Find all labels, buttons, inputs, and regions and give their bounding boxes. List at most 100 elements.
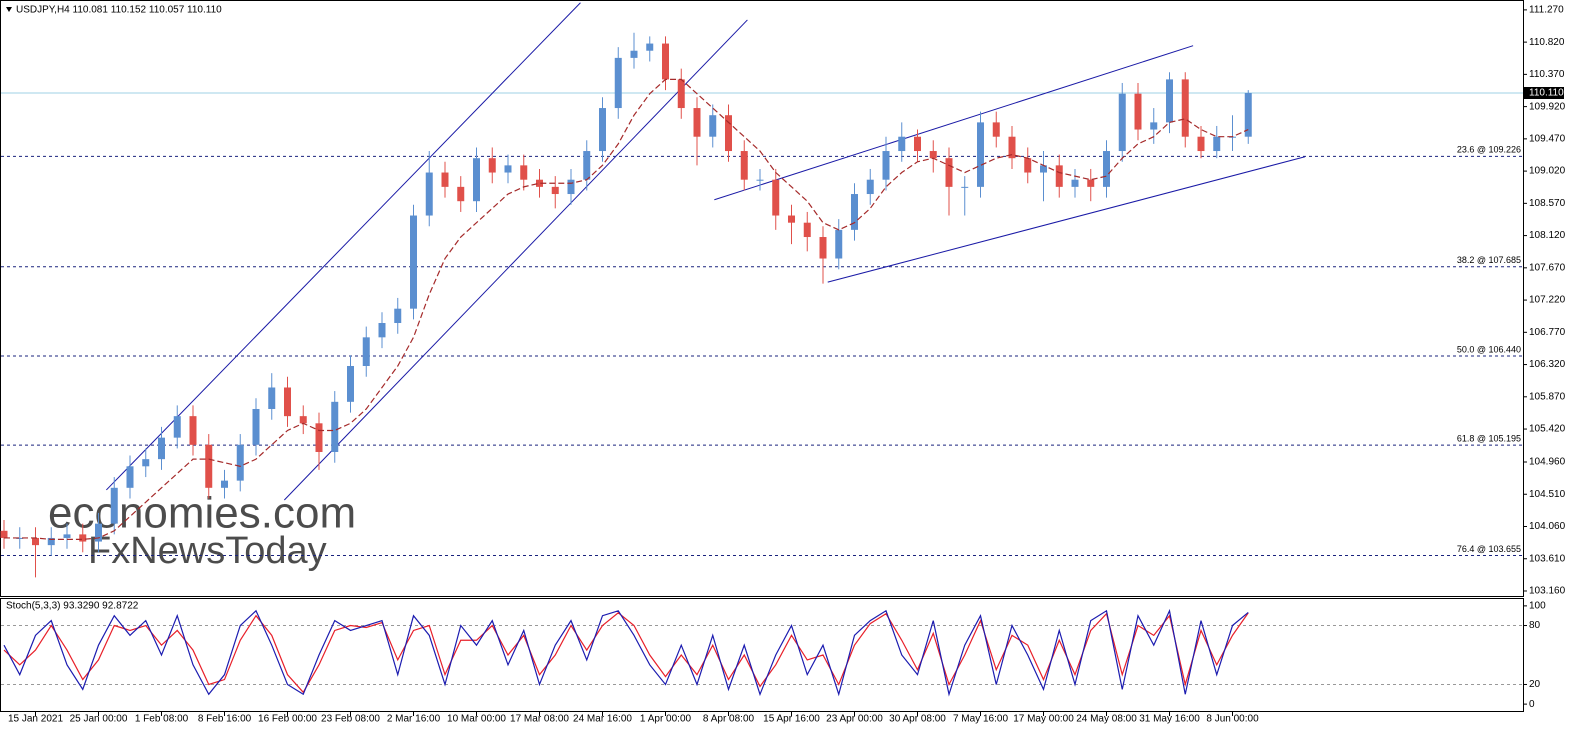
y-tick-label: 80 [1529, 620, 1541, 631]
y-tick-label: 100 [1529, 601, 1546, 612]
x-tick-label: 23 Feb 08:00 [321, 714, 380, 725]
candle-body [803, 222, 811, 238]
candle-body [929, 151, 937, 159]
candle-body [551, 186, 559, 195]
candle-body [740, 151, 748, 180]
candle-body [520, 165, 528, 180]
candle-body [1213, 136, 1221, 152]
candle-body [205, 444, 213, 488]
y-tick-label: 103.610 [1529, 553, 1566, 564]
candle-body [882, 151, 890, 180]
candle-body [599, 108, 606, 152]
x-tick-label: 31 May 16:00 [1139, 714, 1200, 725]
x-tick-label: 7 May 16:00 [953, 714, 1008, 725]
x-tick-label: 15 Apr 16:00 [763, 714, 820, 725]
fib-label: 23.6 @ 109.226 [1457, 145, 1521, 155]
x-tick-label: 17 Mar 08:00 [510, 714, 569, 725]
candle-body [1150, 122, 1158, 130]
candle-body [221, 480, 228, 488]
y-tick-label: 110.820 [1529, 37, 1565, 48]
candle-body [567, 179, 575, 195]
y-tick-label: 108.120 [1529, 230, 1566, 241]
stoch-line [3, 608, 1249, 697]
candle-body [236, 444, 244, 481]
last-price-label: 110.110 [1529, 88, 1564, 99]
x-tick-label: 2 Mar 16:00 [387, 714, 441, 725]
fib-label: 50.0 @ 106.440 [1457, 344, 1521, 354]
candle-body [662, 43, 669, 80]
candle-body [362, 337, 370, 366]
candle-body [331, 401, 339, 452]
candle-body [1118, 93, 1126, 152]
candle-body [1103, 151, 1110, 187]
y-tick-label: 105.870 [1529, 391, 1566, 402]
candle-body [630, 50, 638, 58]
fib-label: 76.4 @ 103.655 [1457, 544, 1521, 554]
fib-label: 61.8 @ 105.195 [1457, 434, 1521, 444]
y-tick-label: 104.510 [1529, 489, 1566, 500]
candle-body [961, 186, 969, 188]
candle-body [536, 179, 543, 187]
candle-body [488, 158, 496, 173]
candle-body [126, 466, 134, 488]
y-tick-label: 107.670 [1529, 262, 1566, 273]
trendline [106, 2, 581, 491]
candle-body [1024, 158, 1032, 173]
y-tick-label: 106.770 [1529, 327, 1566, 338]
candle-body [772, 179, 780, 216]
candle-body [725, 115, 732, 152]
candle-body [473, 158, 480, 202]
y-tick-label: 109.470 [1529, 133, 1566, 144]
x-tick-label: 8 Apr 08:00 [703, 714, 755, 725]
main-pane [0, 0, 1524, 597]
trendline [827, 156, 1306, 283]
y-tick-label: 104.960 [1529, 457, 1566, 468]
y-tick-label: 106.320 [1529, 359, 1566, 370]
x-tick-label: 24 Mar 16:00 [573, 714, 632, 725]
candle-body [819, 237, 827, 259]
candle-body [914, 136, 921, 152]
y-tick-label: 104.060 [1529, 521, 1566, 532]
candle-body [425, 172, 433, 216]
last-price-box [1524, 86, 1564, 99]
x-tick-label: 30 Apr 08:00 [889, 714, 946, 725]
candle-body [898, 136, 906, 152]
candle-body [16, 537, 24, 539]
moving-average [4, 78, 1249, 540]
x-tick-label: 1 Feb 08:00 [135, 714, 189, 725]
y-tick-label: 103.160 [1529, 586, 1566, 597]
candle-body [79, 534, 87, 542]
candle-body [410, 215, 417, 309]
candle-body [268, 387, 276, 409]
candle-body [677, 79, 685, 109]
x-tick-label: 23 Apr 00:00 [826, 714, 883, 725]
candle-body [504, 165, 512, 173]
y-tick-label: 111.270 [1529, 5, 1564, 16]
candle-body [945, 158, 953, 187]
candle-body [63, 534, 71, 538]
candle-body [284, 387, 291, 417]
candle-body [693, 108, 701, 137]
candle-body [583, 151, 591, 180]
stoch-pane [0, 598, 1524, 712]
candle-body [441, 172, 449, 187]
x-tick-label: 8 Feb 16:00 [198, 714, 252, 725]
candle-body [1134, 93, 1142, 130]
fib-label: 38.2 @ 107.685 [1457, 255, 1521, 265]
candle-body [394, 308, 402, 324]
candle-body [158, 437, 165, 460]
y-tick-label: 109.920 [1529, 101, 1566, 112]
stoch-title: Stoch(5,3,3) 93.3290 92.8722 [6, 601, 139, 612]
candle-body [992, 122, 1000, 137]
x-tick-label: 17 May 00:00 [1013, 714, 1074, 725]
stoch-line [3, 611, 1249, 694]
candle-body [614, 57, 622, 109]
candle-body [315, 423, 323, 452]
candle-body [646, 43, 654, 51]
candle-body [142, 459, 150, 467]
trendline [283, 19, 748, 501]
candle-body [1040, 165, 1047, 173]
y-tick-label: 107.220 [1529, 295, 1566, 306]
candle-body [1197, 136, 1205, 152]
